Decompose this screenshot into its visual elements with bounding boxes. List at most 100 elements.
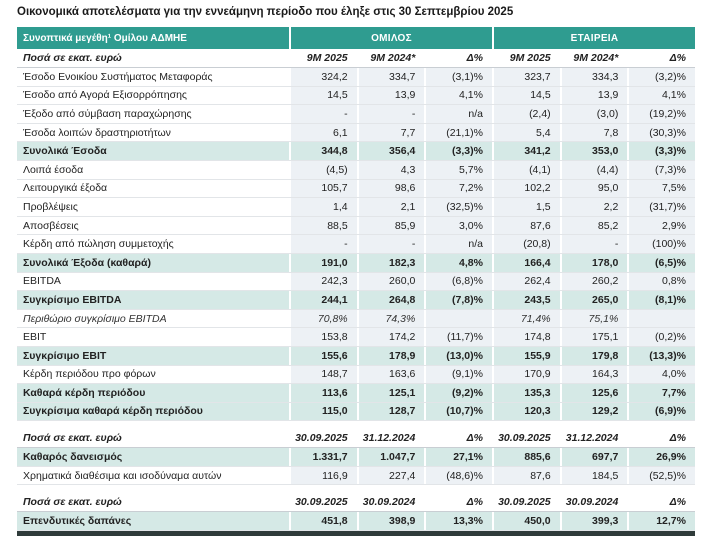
- table-row: Λοιπά έσοδα (4,5) 4,3 5,7% (4,1) (4,4) (7,3)%: [17, 160, 695, 180]
- cell: (3,1)%: [424, 68, 492, 86]
- table-section: Ποσά σε εκατ. ευρώ 30.09.2025 30.09.2024 Δ%…: [17, 493, 695, 532]
- cell: 70,8%: [289, 309, 357, 328]
- cell: 260,0: [356, 272, 425, 291]
- cell: (32,5)%: [424, 198, 492, 216]
- cell: [627, 309, 695, 328]
- cell: -: [356, 105, 425, 123]
- column-header: 30.09.2025: [289, 493, 357, 512]
- row-label: Συγκρίσιμα καθαρά κέρδη περιόδου: [17, 402, 289, 421]
- cell: 179,8: [559, 346, 628, 365]
- cell: 4,1%: [424, 86, 492, 105]
- cell: 324,2: [289, 68, 357, 86]
- row-label: Προβλέψεις: [17, 198, 289, 216]
- cell: 98,6: [356, 179, 425, 198]
- row-label: Κέρδη από πώληση συμμετοχής: [17, 235, 289, 253]
- table-row: Έξοδο από σύμβαση παραχώρησης - - n/a (2,4)(…: [17, 105, 695, 124]
- page-title: Οικονομικά αποτελέσματα για την εννεάμην…: [17, 6, 514, 18]
- cell: 450,0: [491, 512, 560, 531]
- cell: (3,2)%: [627, 68, 695, 86]
- cell: 0,8%: [627, 272, 695, 291]
- column-header: Δ%: [627, 429, 695, 448]
- cell: 5,7%: [424, 160, 492, 179]
- cell: 2,9%: [627, 216, 695, 235]
- table-row: Κέρδη περιόδου προ φόρων 148,7 163,6 (9,1)%…: [17, 365, 695, 385]
- column-header: 31.12.2024: [356, 429, 425, 448]
- cell: n/a: [424, 105, 492, 123]
- cell: 85,2: [559, 216, 628, 235]
- row-label: Περιθώριο συγκρίσιμο EBITDA: [17, 309, 289, 328]
- summary-label: Συνοπτικά μεγέθη¹ Ομίλου ΑΔΜΗΕ: [23, 32, 187, 44]
- cell: (4,5): [289, 160, 357, 179]
- row-label: Συνολικά Έσοδα: [17, 142, 289, 160]
- cell: 451,8: [289, 512, 357, 531]
- cell: 12,7%: [627, 512, 695, 531]
- cell: (11,7)%: [424, 328, 492, 346]
- table-row: Καθαρά κέρδη περιόδου 113,6 125,1 (9,2)% 135…: [17, 384, 695, 403]
- table-row: Καθαρός δανεισμός 1.331,7 1.047,7 27,1% 885,…: [17, 448, 695, 467]
- cell: 166,4: [491, 253, 560, 272]
- cell: 265,0: [559, 291, 628, 309]
- cell: 74,3%: [356, 309, 425, 328]
- row-label: Συγκρίσιμο EBITDA: [17, 291, 289, 309]
- table-group-header: Συνοπτικά μεγέθη¹ Ομίλου ΑΔΜΗΕ ΟΜΙΛΟΣ ΕΤ…: [17, 27, 695, 49]
- column-header: Δ%: [627, 493, 695, 512]
- cell: 14,5: [491, 86, 560, 105]
- column-header: 30.09.2025: [491, 493, 560, 512]
- cell: 341,2: [491, 142, 560, 160]
- cell: 75,1%: [559, 309, 628, 328]
- next-section-strip: [17, 531, 695, 536]
- cell: 125,1: [356, 384, 425, 402]
- row-label: Λοιπά έσοδα: [17, 160, 289, 179]
- cell: (9,1)%: [424, 365, 492, 384]
- cell: (2,4): [491, 105, 560, 123]
- cell: 334,3: [559, 68, 628, 86]
- cell: 323,7: [491, 68, 560, 86]
- cell: 4,0%: [627, 365, 695, 384]
- row-label: Επενδυτικές δαπάνες: [17, 512, 289, 531]
- cell: [424, 309, 492, 328]
- cell: 88,5: [289, 216, 357, 235]
- cell: 26,9%: [627, 448, 695, 466]
- cell: 164,3: [559, 365, 628, 384]
- cell: 71,4%: [491, 309, 560, 328]
- table-section: Ποσά σε εκατ. ευρώ 9M 2025 9M 2024* Δ% 9M 20…: [17, 49, 695, 422]
- row-label: Συγκρίσιμο EBIT: [17, 346, 289, 365]
- cell: n/a: [424, 235, 492, 253]
- cell: 260,2: [559, 272, 628, 291]
- row-label: Κέρδη περιόδου προ φόρων: [17, 365, 289, 384]
- table-row: Λειτουργικά έξοδα 105,7 98,6 7,2% 102,2 95,0 7…: [17, 179, 695, 199]
- cell: 4,8%: [424, 253, 492, 272]
- cell: 13,9: [356, 86, 425, 105]
- cell: 27,1%: [424, 448, 492, 466]
- cell: 163,6: [356, 365, 425, 384]
- cell: 184,5: [559, 466, 628, 485]
- table-row: Συγκρίσιμο EBITDA 244,1 264,8 (7,8)% 243,5 26…: [17, 291, 695, 310]
- cell: -: [356, 235, 425, 253]
- cell: -: [289, 235, 357, 253]
- cell: 14,5: [289, 86, 357, 105]
- cell: 1,4: [289, 198, 357, 216]
- cell: 170,9: [491, 365, 560, 384]
- cell: 120,3: [491, 402, 560, 421]
- cell: 697,7: [559, 448, 628, 466]
- cell: 178,9: [356, 346, 425, 365]
- column-header: 30.09.2024: [559, 493, 628, 512]
- cell: 105,7: [289, 179, 357, 198]
- unit-header-row: Ποσά σε εκατ. ευρώ 30.09.2025 30.09.2024 Δ%…: [17, 493, 695, 513]
- cell: 116,9: [289, 466, 357, 485]
- unit-label: Ποσά σε εκατ. ευρώ: [17, 49, 289, 67]
- row-label: Καθαρός δανεισμός: [17, 448, 289, 466]
- cell: (7,8)%: [424, 291, 492, 309]
- cell: 2,2: [559, 198, 628, 216]
- cell: 113,6: [289, 384, 357, 402]
- row-label: Έξοδο από σύμβαση παραχώρησης: [17, 105, 289, 123]
- table-row: EBITDA 242,3 260,0 (6,8)% 262,4 260,2 0,8%: [17, 272, 695, 292]
- table-row: Αποσβέσεις 88,5 85,9 3,0% 87,6 85,2 2,9%: [17, 216, 695, 236]
- cell: 153,8: [289, 328, 357, 346]
- cell: (4,1): [491, 160, 560, 179]
- cell: (13,3)%: [627, 346, 695, 365]
- cell: 95,0: [559, 179, 628, 198]
- cell: (10,7)%: [424, 402, 492, 421]
- cell: 262,4: [491, 272, 560, 291]
- cell: 1,5: [491, 198, 560, 216]
